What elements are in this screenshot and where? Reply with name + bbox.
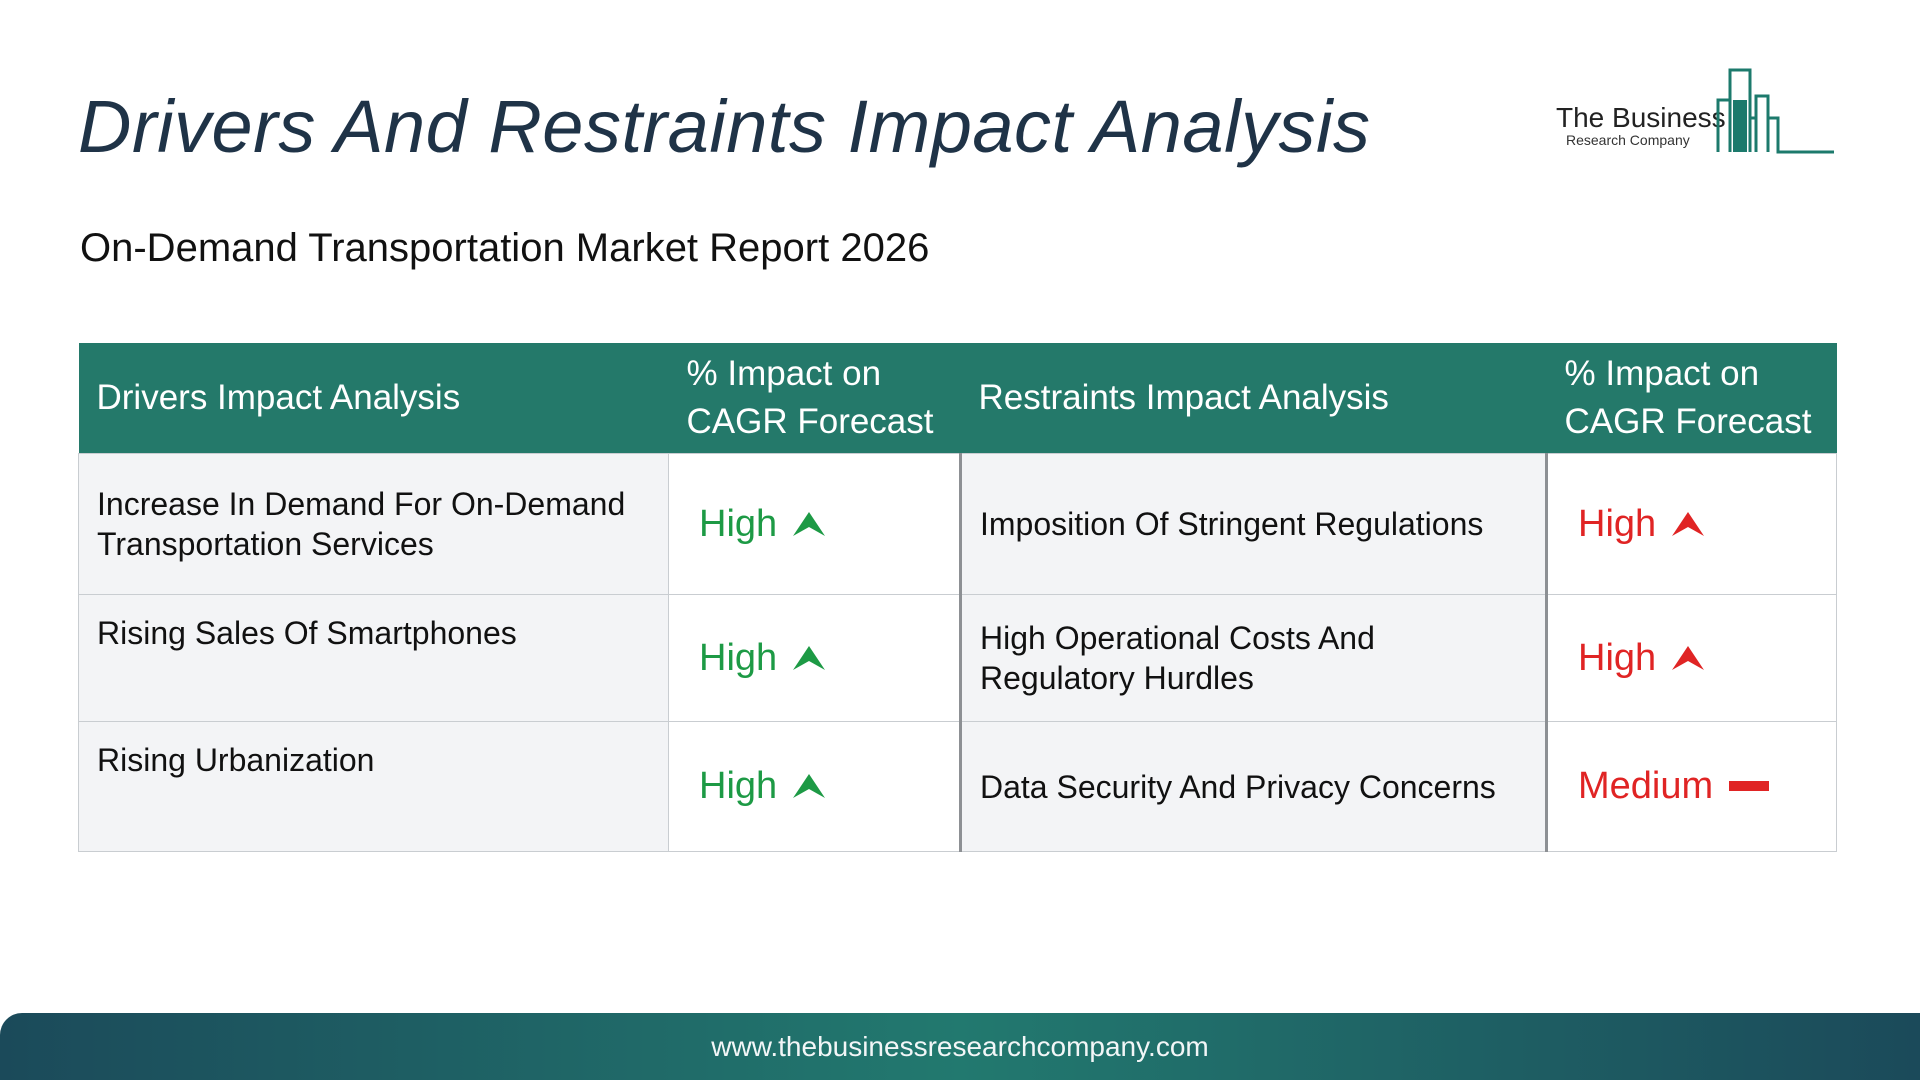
driver-impact-level: High [699,502,778,545]
restraint-impact-level: High [1578,636,1657,679]
impact-table: Drivers Impact Analysis % Impact on CAGR… [78,343,1837,852]
driver-cell: Rising Sales Of Smartphones [78,594,669,722]
restraint-impact-cell: High [1545,453,1837,595]
driver-impact-cell: High [668,721,961,852]
footer-url[interactable]: www.thebusinessresearchcompany.com [711,1031,1209,1062]
logo-subname: Research Company [1566,132,1690,148]
driver-cell: Rising Urbanization [78,721,669,852]
table-header-row: Drivers Impact Analysis % Impact on CAGR… [78,343,1837,454]
restraint-impact-cell: Medium [1545,721,1837,852]
driver-impact-level: High [699,765,778,807]
dash-icon [1729,781,1770,791]
restraint-impact-cell: High [1545,594,1837,722]
table-row: Rising Urbanization High Data Security A… [78,721,1837,852]
up-arrow-icon [1672,645,1705,670]
up-arrow-icon [1672,511,1705,536]
up-arrow-icon [793,774,826,798]
logo-bars-icon [1716,68,1834,154]
drivers-impact-header: % Impact on CAGR Forecast [668,343,961,454]
report-subtitle: On-Demand Transportation Market Report 2… [80,226,930,270]
restraint-cell: Data Security And Privacy Concerns [959,721,1547,852]
restraints-impact-header: % Impact on CAGR Forecast [1546,343,1837,454]
driver-impact-cell: High [668,594,961,722]
driver-impact-cell: High [668,453,961,595]
drivers-impact-header-line2: CAGR Forecast [686,402,934,441]
company-logo: The Business Research Company [1556,68,1836,158]
drivers-impact-header-line1: % Impact on [686,354,882,393]
drivers-header: Drivers Impact Analysis [78,343,669,454]
table-row: Increase In Demand For On-Demand Transpo… [78,453,1837,595]
restraints-impact-header-line2: CAGR Forecast [1564,402,1812,441]
driver-cell: Increase In Demand For On-Demand Transpo… [78,453,669,595]
driver-impact-level: High [699,636,778,679]
page-title: Drivers And Restraints Impact Analysis [78,85,1371,168]
up-arrow-icon [793,511,826,536]
restraint-impact-level: High [1578,502,1657,545]
up-arrow-icon [793,645,826,670]
footer-bar: www.thebusinessresearchcompany.com [0,1013,1920,1080]
restraints-impact-header-line1: % Impact on [1564,354,1760,393]
restraint-cell: High Operational Costs And Regulatory Hu… [959,594,1547,722]
restraints-header: Restraints Impact Analysis [960,343,1547,454]
restraint-impact-level: Medium [1578,765,1714,807]
logo-name: The Business [1556,102,1726,133]
restraint-cell: Imposition Of Stringent Regulations [959,453,1547,595]
table-row: Rising Sales Of Smartphones High High Op… [78,594,1837,722]
